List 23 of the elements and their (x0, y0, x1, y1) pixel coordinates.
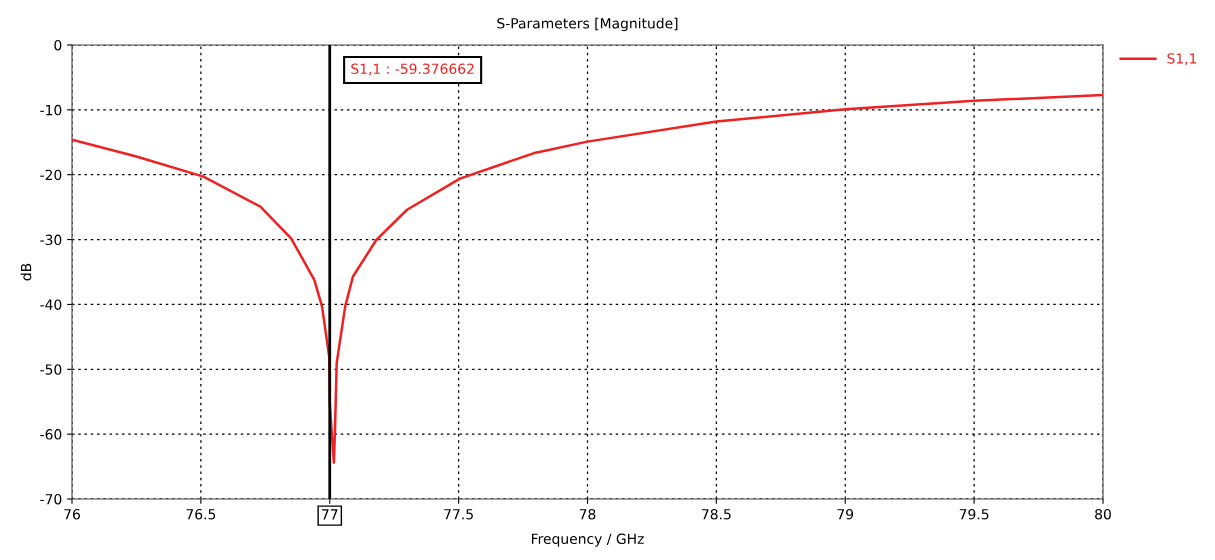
y-tick-label: -40 (40, 299, 62, 310)
y-tick-label: -50 (40, 364, 62, 375)
y-tick-label: -70 (40, 493, 62, 505)
x-tick-label: 76 (64, 508, 80, 520)
legend-label: S1,1 (1167, 53, 1197, 66)
y-tick-label: -10 (40, 104, 62, 116)
chart-title: S-Parameters [Magnitude] (497, 17, 678, 32)
x-tick-label: 78.5 (702, 508, 731, 520)
x-tick-label: 80 (1095, 508, 1111, 520)
y-tick-label: -20 (40, 169, 62, 181)
y-tick-label: -30 (40, 234, 62, 246)
x-tick-label: 79.5 (959, 508, 989, 520)
ref-line-label: 77 (322, 509, 338, 520)
x-axis-title: Frequency / GHz (531, 533, 644, 547)
x-tick-label: 76.5 (186, 508, 216, 520)
y-tick-label: 0 (54, 39, 62, 51)
x-tick-label: 77.5 (444, 509, 473, 520)
y-tick-label: -60 (40, 429, 62, 440)
x-tick-label: 79 (837, 508, 854, 520)
line-series (72, 93, 1103, 464)
annotation: S1,1 : -59.376662 (351, 63, 474, 76)
y-axis-title: dB (20, 263, 32, 281)
x-tick-label: 78 (579, 508, 596, 520)
